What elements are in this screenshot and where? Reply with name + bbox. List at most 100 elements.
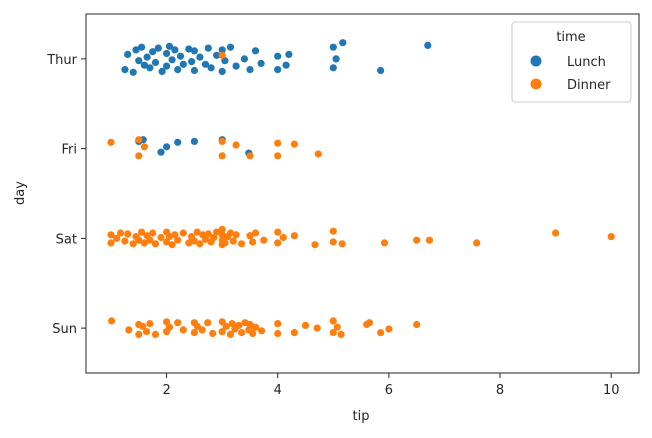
dinner-point — [116, 229, 125, 237]
dinner-point — [311, 241, 319, 249]
dinner-point — [157, 233, 165, 242]
dinner-point — [163, 238, 171, 246]
lunch-point — [124, 50, 132, 59]
lunch-point — [226, 43, 235, 51]
dinner-point — [218, 231, 226, 239]
legend-marker-lunch — [530, 55, 542, 67]
lunch-point — [174, 66, 182, 74]
dinner-point — [143, 328, 151, 336]
dinner-point — [365, 319, 373, 327]
dinner-point — [190, 329, 198, 337]
lunch-point — [174, 138, 182, 146]
lunch-point — [232, 62, 240, 70]
dinner-point — [113, 234, 121, 242]
lunch-point — [151, 58, 160, 67]
dinner-point — [235, 321, 243, 329]
dinner-point — [201, 235, 210, 243]
dinner-point — [238, 240, 246, 248]
lunch-point — [185, 45, 193, 53]
dinner-point — [135, 330, 143, 338]
lunch-point — [204, 44, 212, 52]
dinner-point — [125, 326, 133, 334]
legend-label-lunch: Lunch — [567, 55, 606, 70]
lunch-point — [424, 41, 432, 50]
y-axis-label: day — [13, 181, 28, 205]
lunch-point — [146, 64, 154, 72]
y-tick-label-thur: Thur — [46, 53, 77, 68]
x-axis: 2 4 6 8 10 — [162, 373, 619, 398]
dinner-point — [168, 241, 176, 249]
dinner-point — [218, 137, 226, 145]
dinner-point — [179, 326, 187, 334]
lunch-point — [140, 61, 148, 69]
lunch-point — [339, 39, 347, 47]
lunch-point — [165, 42, 173, 50]
x-tick-label-8: 8 — [496, 383, 504, 398]
lunch-point — [171, 46, 179, 54]
dinner-point — [135, 152, 143, 160]
dinner-point — [198, 326, 206, 334]
lunch-point — [282, 61, 290, 69]
dinner-point — [274, 239, 282, 247]
dinner-point — [338, 240, 346, 248]
lunch-point — [188, 58, 196, 66]
lunch-point — [218, 46, 226, 54]
lunch-point — [207, 64, 215, 72]
lunch-point — [179, 60, 187, 68]
dinner-point — [221, 239, 229, 247]
lunch-point — [157, 148, 165, 156]
x-tick-label-10: 10 — [603, 383, 620, 398]
dinner-point — [209, 329, 217, 338]
lunch-point — [176, 52, 185, 60]
dinner-point — [124, 230, 132, 238]
dinner-point — [193, 322, 201, 330]
dinner-point — [210, 233, 218, 242]
lunch-point — [190, 66, 198, 75]
dinner-point — [135, 236, 143, 244]
dinner-point — [301, 321, 310, 329]
legend-label-dinner: Dinner — [567, 78, 611, 93]
legend: time Lunch Dinner — [511, 21, 632, 103]
lunch-point — [274, 52, 282, 60]
dinner-point — [274, 320, 282, 328]
dinner-point — [204, 319, 212, 327]
dinner-point — [163, 318, 171, 326]
y-axis: Thur Fri Sat Sun — [46, 53, 86, 337]
dinner-point — [228, 320, 236, 328]
dinner-point — [274, 329, 282, 338]
dinner-point — [329, 227, 337, 235]
dinner-point — [380, 239, 389, 247]
lunch-point — [158, 67, 166, 75]
lunch-point — [246, 66, 254, 74]
dinner-point — [204, 230, 212, 238]
lunch-point — [143, 53, 151, 61]
dinner-point — [258, 327, 266, 335]
dinner-point — [174, 236, 182, 244]
y-tick-label-sat: Sat — [56, 232, 77, 247]
dinner-point — [222, 322, 230, 330]
legend-marker-dinner — [530, 78, 542, 90]
dinner-point — [226, 330, 235, 338]
dinner-point — [190, 237, 198, 245]
lunch-point — [190, 137, 198, 145]
lunch-point — [196, 53, 204, 61]
dinner-point — [251, 229, 260, 237]
lunch-point — [329, 43, 337, 51]
dinner-point — [274, 139, 282, 147]
dinner-point — [218, 225, 226, 233]
legend-box — [511, 21, 632, 103]
dinner-point — [232, 231, 240, 239]
dinner-point — [107, 231, 115, 239]
dinner-point — [314, 150, 322, 158]
lunch-point — [218, 67, 226, 75]
y-tick-label-fri: Fri — [62, 143, 78, 158]
dinner-point — [238, 329, 246, 337]
dinner-point — [329, 317, 337, 325]
lunch-point — [377, 66, 385, 75]
dinner-point — [249, 329, 257, 338]
dinner-point — [151, 240, 160, 248]
x-axis-label: tip — [353, 409, 370, 424]
dinner-point — [165, 323, 173, 331]
dinner-point — [149, 229, 157, 237]
